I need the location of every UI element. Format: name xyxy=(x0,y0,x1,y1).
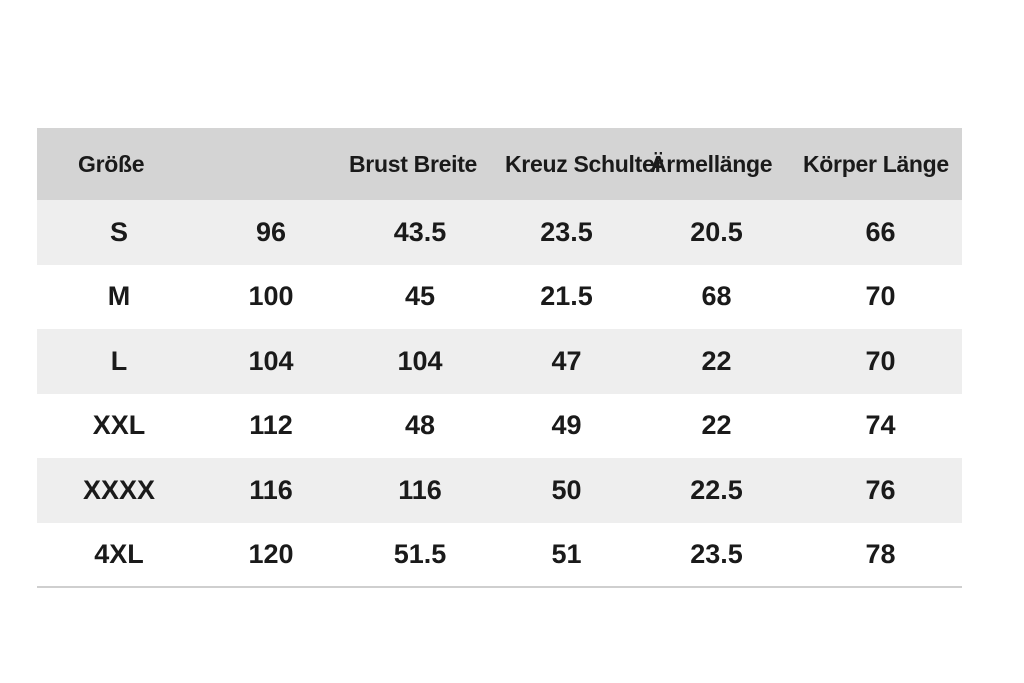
header-row: Größe Brust Breite Kreuz Schulter Ärmell… xyxy=(37,128,962,200)
cell-col-2: 120 xyxy=(248,538,294,569)
cell-chest-width: 51.5 xyxy=(393,538,447,569)
cell-body-length: 70 xyxy=(865,281,896,312)
cell-col-2: 116 xyxy=(249,474,293,505)
cell-chest-width: 48 xyxy=(404,410,436,441)
table-body: S 96 43.5 23.5 20.5 66 M 100 45 21.5 68 70 L 104 104 47… xyxy=(37,200,962,587)
cell-body-length: 70 xyxy=(865,345,896,376)
header-body-length: Körper Länge xyxy=(803,150,949,177)
table-row: XXL 112 48 49 22 74 xyxy=(37,393,962,458)
cell-size: S xyxy=(109,216,128,247)
table-row: 4XL 120 51.5 51 23.5 78 xyxy=(37,522,962,587)
size-chart-table: Größe Brust Breite Kreuz Schulter Ärmell… xyxy=(37,128,962,588)
cell-col-2: 112 xyxy=(249,410,293,441)
cell-body-length: 76 xyxy=(865,474,896,505)
cell-chest-width: 45 xyxy=(404,281,436,312)
cell-chest-width: 43.5 xyxy=(393,216,447,247)
table-row: L 104 104 47 22 70 xyxy=(37,329,962,394)
table-row: S 96 43.5 23.5 20.5 66 xyxy=(37,200,962,265)
cell-size: XXL xyxy=(92,410,146,441)
table-row: M 100 45 21.5 68 70 xyxy=(37,264,962,329)
cell-col-2: 104 xyxy=(248,345,294,376)
table-header: Größe Brust Breite Kreuz Schulter Ärmell… xyxy=(37,128,962,200)
cell-shoulder: 21.5 xyxy=(540,281,593,312)
cell-sleeve-length: 22 xyxy=(701,410,732,441)
cell-shoulder: 49 xyxy=(551,410,582,441)
cell-body-length: 66 xyxy=(865,216,896,247)
cell-sleeve-length: 20.5 xyxy=(690,216,743,247)
cell-col-2: 100 xyxy=(248,281,294,312)
cell-sleeve-length: 23.5 xyxy=(690,538,743,569)
cell-body-length: 78 xyxy=(865,538,896,569)
cell-shoulder: 51 xyxy=(551,538,582,569)
cell-chest-width: 104 xyxy=(397,345,443,376)
cell-sleeve-length: 22 xyxy=(701,345,732,376)
cell-body-length: 74 xyxy=(865,410,896,441)
cell-size: M xyxy=(107,281,131,312)
cell-size: L xyxy=(110,345,128,376)
cell-chest-width: 116 xyxy=(398,474,442,505)
cell-shoulder: 50 xyxy=(551,474,582,505)
cell-shoulder: 23.5 xyxy=(540,216,593,247)
header-sleeve-length: Ärmellänge xyxy=(650,150,773,177)
cell-col-2: 96 xyxy=(255,216,287,247)
cell-sleeve-length: 22.5 xyxy=(690,474,743,505)
header-blank xyxy=(201,128,341,200)
cell-shoulder: 47 xyxy=(551,345,582,376)
cell-sleeve-length: 68 xyxy=(701,281,732,312)
header-shoulder: Kreuz Schulter xyxy=(505,150,664,177)
table-row: XXXX 116 116 50 22.5 76 xyxy=(37,458,962,523)
cell-size: 4XL xyxy=(94,538,144,569)
header-size: Größe xyxy=(78,150,145,177)
cell-size: XXXX xyxy=(82,474,156,505)
header-chest-width: Brust Breite xyxy=(349,150,478,177)
